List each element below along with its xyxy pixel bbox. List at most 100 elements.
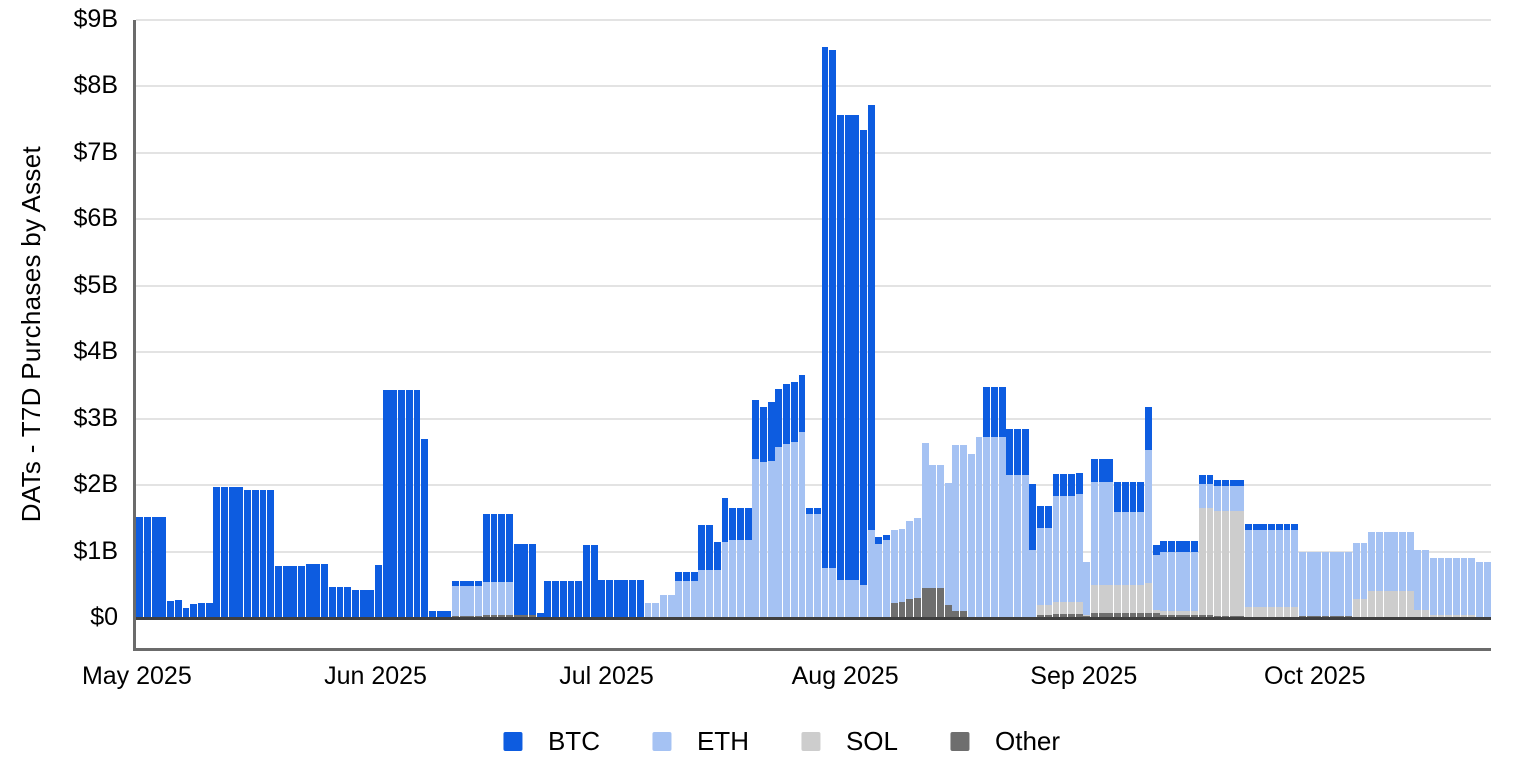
bar-2025-07-30[interactable] — [829, 49, 837, 618]
bar-2025-10-13[interactable] — [1406, 531, 1414, 618]
bar-2025-05-16[interactable] — [251, 489, 259, 618]
bar-2025-07-11[interactable] — [683, 571, 690, 618]
legend-item-other[interactable]: Other — [950, 728, 1060, 754]
bar-2025-07-28[interactable] — [813, 508, 821, 618]
bar-2025-09-18[interactable] — [1214, 479, 1222, 618]
bar-2025-08-06[interactable] — [883, 534, 891, 618]
bar-2025-07-14[interactable] — [706, 525, 713, 618]
bar-2025-06-07[interactable] — [421, 438, 429, 618]
bar-2025-07-26[interactable] — [798, 374, 806, 618]
bar-2025-08-26[interactable] — [1037, 506, 1045, 618]
bar-2025-05-20[interactable] — [282, 566, 290, 618]
bar-2025-08-03[interactable] — [860, 129, 867, 618]
bar-2025-10-22[interactable] — [1476, 561, 1483, 618]
bar-2025-05-14[interactable] — [236, 487, 244, 618]
bar-2025-08-22[interactable] — [1006, 428, 1014, 618]
bar-2025-05-23[interactable] — [305, 563, 313, 618]
bar-2025-09-26[interactable] — [1275, 523, 1283, 618]
bar-2025-08-21[interactable] — [998, 387, 1006, 618]
bar-2025-06-26[interactable] — [567, 581, 575, 618]
bar-2025-09-19[interactable] — [1221, 479, 1229, 618]
bar-2025-09-28[interactable] — [1291, 523, 1299, 618]
bar-2025-07-13[interactable] — [698, 525, 706, 618]
bar-2025-08-14[interactable] — [944, 483, 952, 618]
bar-2025-07-05[interactable] — [636, 580, 644, 618]
bar-2025-07-12[interactable] — [690, 571, 698, 618]
bar-2025-08-16[interactable] — [960, 445, 968, 618]
bar-2025-06-30[interactable] — [598, 580, 606, 618]
bar-2025-07-29[interactable] — [821, 46, 829, 618]
bar-2025-06-13[interactable] — [467, 580, 475, 618]
bar-2025-08-10[interactable] — [913, 518, 921, 618]
bar-2025-06-10[interactable] — [444, 611, 452, 618]
bar-2025-10-19[interactable] — [1452, 558, 1460, 618]
bar-2025-09-27[interactable] — [1283, 523, 1291, 618]
bar-2025-07-25[interactable] — [790, 382, 798, 618]
bar-2025-05-11[interactable] — [213, 487, 221, 618]
bar-2025-07-24[interactable] — [783, 384, 790, 618]
bar-2025-07-04[interactable] — [629, 580, 637, 618]
bar-2025-06-09[interactable] — [436, 611, 444, 618]
bar-2025-10-04[interactable] — [1337, 551, 1345, 618]
bar-2025-07-17[interactable] — [729, 508, 737, 618]
legend-item-eth[interactable]: ETH — [651, 728, 749, 754]
bar-2025-07-22[interactable] — [767, 402, 775, 618]
bar-2025-08-09[interactable] — [906, 521, 914, 618]
bar-2025-08-12[interactable] — [929, 465, 937, 618]
bar-2025-07-27[interactable] — [806, 508, 814, 618]
bar-2025-08-31[interactable] — [1075, 472, 1083, 618]
bar-2025-09-02[interactable] — [1091, 458, 1098, 618]
bar-2025-07-01[interactable] — [606, 580, 613, 618]
bar-2025-10-02[interactable] — [1322, 551, 1329, 618]
bar-2025-05-13[interactable] — [228, 487, 236, 618]
bar-2025-07-03[interactable] — [621, 580, 629, 618]
bar-2025-09-06[interactable] — [1121, 481, 1129, 618]
bar-2025-07-23[interactable] — [775, 388, 783, 618]
bar-2025-06-27[interactable] — [575, 581, 583, 618]
bar-2025-10-23[interactable] — [1483, 561, 1491, 618]
bar-2025-05-25[interactable] — [321, 563, 329, 618]
bar-2025-08-11[interactable] — [921, 443, 929, 618]
bar-2025-08-17[interactable] — [967, 453, 975, 618]
bar-2025-06-06[interactable] — [413, 390, 421, 618]
bar-2025-09-15[interactable] — [1191, 540, 1199, 618]
bar-2025-06-11[interactable] — [452, 580, 459, 618]
bar-2025-09-17[interactable] — [1206, 475, 1214, 618]
bar-2025-05-28[interactable] — [344, 586, 352, 618]
bar-2025-06-28[interactable] — [582, 544, 590, 618]
bar-2025-08-30[interactable] — [1067, 473, 1075, 618]
bar-2025-09-01[interactable] — [1083, 561, 1091, 618]
bar-2025-08-23[interactable] — [1014, 428, 1021, 618]
bar-2025-05-02[interactable] — [144, 517, 151, 618]
bar-2025-09-20[interactable] — [1229, 479, 1237, 618]
bar-2025-06-17[interactable] — [498, 514, 506, 618]
legend-item-sol[interactable]: SOL — [800, 728, 898, 754]
bar-2025-05-31[interactable] — [367, 590, 375, 618]
bar-2025-07-20[interactable] — [752, 400, 760, 618]
bar-2025-10-03[interactable] — [1329, 551, 1337, 618]
bar-2025-08-29[interactable] — [1060, 473, 1068, 618]
bar-2025-08-18[interactable] — [975, 437, 983, 618]
bar-2025-08-02[interactable] — [852, 115, 860, 618]
bar-2025-08-13[interactable] — [937, 465, 944, 618]
bar-2025-10-05[interactable] — [1345, 551, 1352, 618]
bar-2025-10-21[interactable] — [1468, 558, 1476, 618]
bar-2025-06-16[interactable] — [490, 514, 498, 618]
bar-2025-08-27[interactable] — [1044, 506, 1052, 618]
bar-2025-05-26[interactable] — [328, 586, 336, 618]
bar-2025-09-13[interactable] — [1175, 540, 1183, 618]
bar-2025-10-09[interactable] — [1375, 531, 1383, 618]
bar-2025-09-10[interactable] — [1152, 544, 1160, 618]
bar-2025-05-08[interactable] — [190, 604, 198, 618]
bar-2025-06-01[interactable] — [375, 564, 382, 618]
bar-2025-09-14[interactable] — [1183, 540, 1191, 618]
bar-2025-06-03[interactable] — [390, 390, 398, 618]
bar-2025-07-08[interactable] — [659, 594, 667, 618]
bar-2025-08-25[interactable] — [1029, 483, 1037, 618]
bar-2025-09-07[interactable] — [1129, 481, 1137, 618]
bar-2025-08-15[interactable] — [952, 445, 960, 618]
bar-2025-09-25[interactable] — [1268, 523, 1276, 618]
bar-2025-10-12[interactable] — [1399, 531, 1406, 618]
bar-2025-07-02[interactable] — [613, 580, 621, 618]
bar-2025-06-15[interactable] — [482, 514, 490, 618]
